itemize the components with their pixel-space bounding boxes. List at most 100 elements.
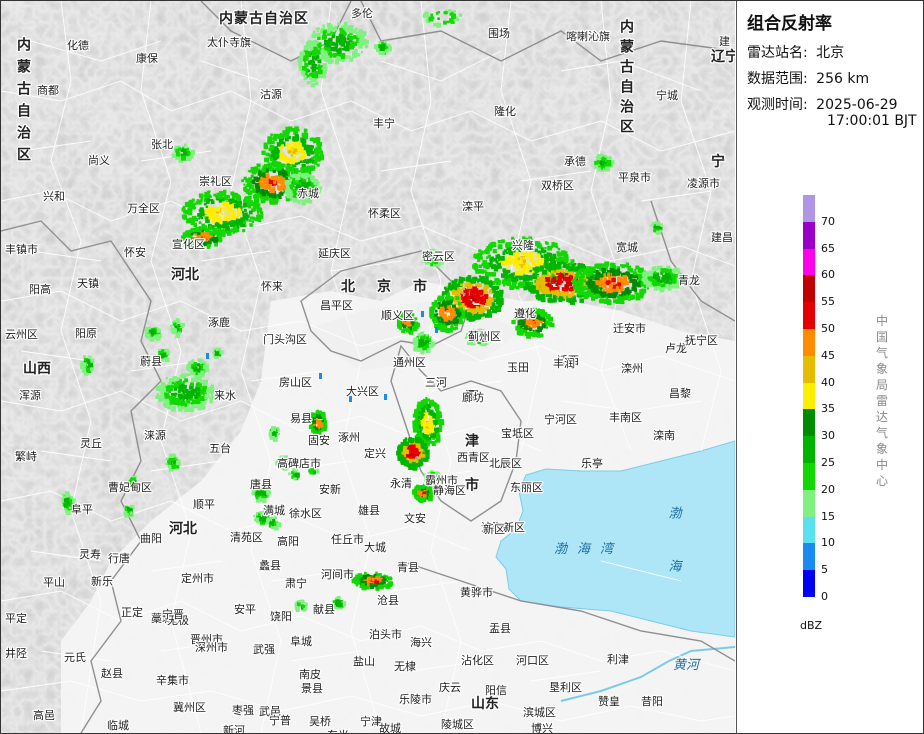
echo-pixel (479, 306, 485, 312)
echo-pixel (664, 278, 670, 284)
echo-pixel (246, 214, 250, 218)
echo-pixel (277, 166, 282, 171)
echo-pixel (428, 418, 433, 423)
echo-pixel (523, 325, 528, 330)
echo-pixel (180, 402, 186, 408)
echo-pixel (406, 457, 409, 461)
echo-pixel (538, 328, 542, 332)
echo-pixel (608, 287, 612, 292)
echo-pixel (660, 224, 663, 227)
echo-pixel (194, 218, 198, 222)
echo-pixel (201, 401, 205, 405)
echo-pixel (310, 66, 313, 69)
echo-pixel (601, 293, 606, 298)
echo-pixel (484, 250, 488, 254)
echo-pixel (198, 221, 202, 224)
echo-pixel (314, 161, 318, 165)
echo-pixel (319, 154, 325, 159)
echo-pixel (495, 260, 499, 264)
echo-pixel (323, 35, 327, 39)
echo-pixel (201, 370, 205, 374)
echo-pixel (597, 293, 602, 298)
echo-pixel (259, 485, 265, 491)
echo-pixel (273, 177, 279, 183)
echo-pixel (298, 172, 302, 176)
echo-pixel (444, 308, 448, 311)
echo-pixel (597, 167, 602, 172)
echo-pixel (226, 206, 232, 212)
echo-pixel (302, 178, 307, 183)
echo-pixel (196, 384, 199, 387)
echo-pixel (222, 220, 227, 226)
echo-pixel (532, 273, 535, 277)
echo-pixel (498, 302, 502, 306)
radar-map[interactable]: 内蒙古自治区内蒙古自治区内蒙古自治区辽宁宁河北北京市天津市山西山东河北渤海湾渤海… (1, 1, 735, 733)
echo-pixel (235, 228, 240, 233)
echo-pixel (412, 327, 417, 332)
echo-pixel (623, 278, 627, 283)
echo-pixel (268, 179, 274, 185)
echo-pixel (494, 290, 499, 296)
echo-pixel (455, 296, 460, 301)
echo-pixel (323, 423, 327, 427)
echo-pixel (543, 253, 548, 258)
echo-pixel (520, 282, 525, 286)
echo-pixel (431, 417, 435, 421)
echo-pixel (641, 278, 645, 282)
echo-pixel (172, 395, 176, 400)
echo-pixel (425, 404, 430, 409)
echo-pixel (527, 246, 531, 250)
echo-pixel (453, 10, 456, 13)
echo-pixel (420, 453, 426, 458)
echo-pixel (255, 497, 261, 503)
echo-pixel (385, 45, 389, 49)
echo-pixel (604, 280, 610, 286)
echo-pixel (318, 414, 321, 417)
echo-pixel (609, 292, 615, 298)
echo-pixel (273, 150, 279, 156)
echo-pixel (528, 236, 533, 241)
echo-pixel (238, 221, 243, 226)
echo-pixel (190, 401, 194, 405)
echo-pixel (171, 153, 177, 158)
echo-pixel (521, 310, 526, 316)
echo-pixel (411, 437, 415, 442)
echo-pixel (185, 152, 190, 156)
echo-pixel (599, 288, 602, 291)
echo-pixel (490, 302, 496, 308)
echo-pixel (210, 393, 215, 399)
echo-pixel (430, 261, 436, 266)
echo-pixel (174, 145, 179, 150)
echo-pixel (427, 253, 432, 258)
echo-pixel (490, 306, 494, 310)
echo-pixel (302, 74, 306, 77)
echo-pixel (296, 193, 301, 198)
echo-pixel (653, 228, 657, 233)
echo-pixel (419, 424, 423, 429)
echo-pixel (467, 275, 472, 279)
echo-pixel (397, 324, 402, 329)
echo-pixel (261, 150, 266, 155)
echo-pixel (401, 317, 406, 322)
echo-pixel (302, 133, 308, 139)
echo-pixel (661, 277, 666, 282)
echo-pixel (240, 217, 245, 222)
echo-pixel (519, 317, 523, 321)
echo-pixel (265, 152, 270, 157)
echo-pixel (346, 44, 349, 48)
echo-pixel (653, 225, 656, 229)
echo-pixel (322, 24, 326, 28)
echo-pixel (434, 323, 439, 328)
echo-pixel (280, 192, 284, 196)
echo-pixel (479, 331, 482, 334)
echo-pixel (270, 158, 273, 161)
echo-pixel (263, 185, 268, 190)
echo-pixel (639, 294, 644, 299)
echo-pixel (163, 383, 166, 387)
echo-pixel (543, 265, 546, 269)
echo-pixel (226, 221, 231, 226)
echo-pixel (249, 223, 253, 227)
echo-pixel (554, 289, 559, 295)
echo-pixel (287, 171, 291, 174)
echo-pixel (280, 465, 283, 468)
